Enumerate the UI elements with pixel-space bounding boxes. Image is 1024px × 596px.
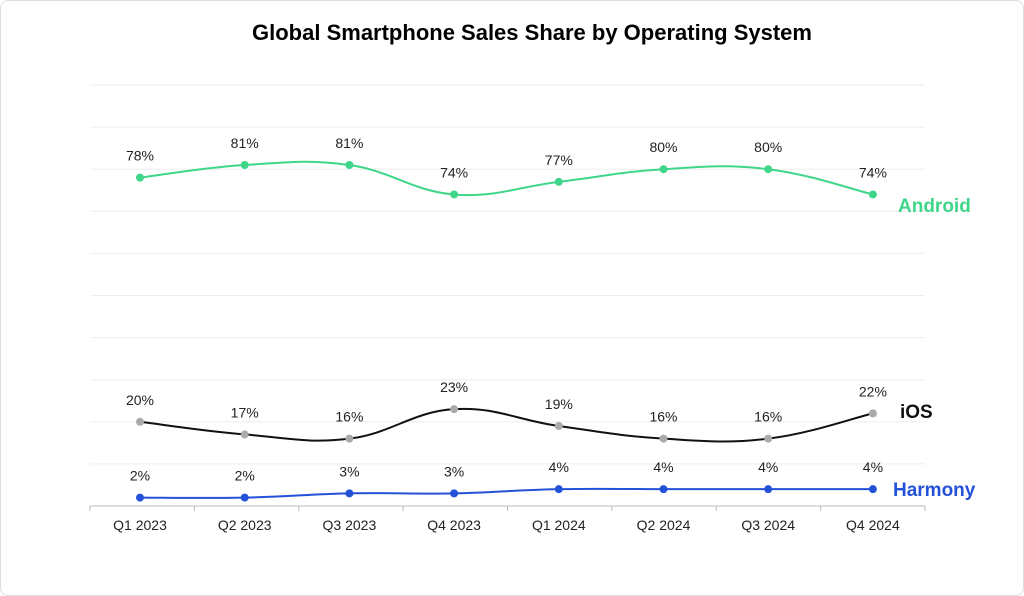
x-tick-label: Q1 2024: [532, 517, 586, 533]
data-label: 74%: [440, 164, 468, 180]
data-label: 16%: [335, 409, 363, 425]
data-point: [345, 160, 354, 169]
data-label: 81%: [231, 135, 259, 151]
data-point: [450, 405, 459, 414]
x-tick-label: Q4 2024: [846, 517, 900, 533]
series-label-android: Android: [898, 196, 971, 217]
data-point: [136, 417, 144, 426]
data-point: [659, 165, 668, 174]
data-label: 4%: [653, 459, 673, 475]
data-label: 4%: [863, 459, 883, 475]
data-label: 80%: [649, 139, 677, 155]
data-label: 4%: [758, 459, 778, 475]
data-label: 74%: [859, 164, 887, 180]
data-label: 2%: [130, 468, 150, 484]
data-label: 77%: [545, 152, 573, 168]
series-line-harmony: [139, 487, 873, 499]
x-tick-label: Q3 2024: [741, 517, 795, 533]
data-label: 16%: [754, 409, 782, 425]
x-tick-label: Q3 2023: [323, 517, 377, 533]
data-point: [136, 173, 144, 182]
data-point: [345, 434, 354, 443]
data-point: [659, 434, 668, 443]
data-point: [868, 190, 877, 199]
data-point: [764, 485, 773, 494]
series-label-ios: iOS: [900, 402, 933, 423]
x-tick-label: Q4 2023: [427, 517, 481, 533]
data-point: [240, 160, 249, 169]
data-point: [764, 165, 773, 174]
data-point: [450, 190, 459, 199]
data-label: 16%: [649, 409, 677, 425]
data-label: 23%: [440, 379, 468, 395]
data-label: 19%: [545, 396, 573, 412]
data-point: [240, 493, 249, 502]
data-label: 3%: [339, 463, 359, 479]
data-point: [554, 177, 563, 186]
data-point: [450, 489, 459, 498]
series-line-android: [139, 160, 874, 197]
series-line-ios: [139, 407, 874, 443]
data-point: [136, 493, 144, 502]
data-point: [345, 489, 354, 498]
data-point: [240, 430, 249, 439]
data-point: [764, 434, 773, 443]
x-tick-label: Q2 2024: [637, 517, 691, 533]
data-label: 22%: [859, 383, 887, 399]
data-label: 2%: [235, 468, 255, 484]
series-label-harmony: Harmony: [893, 480, 976, 501]
data-label: 80%: [754, 139, 782, 155]
data-label: 20%: [126, 392, 154, 408]
data-point: [554, 485, 563, 494]
data-point: [554, 422, 563, 431]
x-tick-label: Q1 2023: [113, 517, 167, 533]
data-point: [868, 409, 877, 418]
data-label: 3%: [444, 463, 464, 479]
chart-title: Global Smartphone Sales Share by Operati…: [252, 20, 812, 45]
data-label: 17%: [231, 404, 259, 420]
data-label: 4%: [549, 459, 569, 475]
data-label: 78%: [126, 148, 154, 164]
data-point: [868, 485, 877, 494]
data-label: 81%: [335, 135, 363, 151]
data-point: [659, 485, 668, 494]
x-tick-label: Q2 2023: [218, 517, 272, 533]
